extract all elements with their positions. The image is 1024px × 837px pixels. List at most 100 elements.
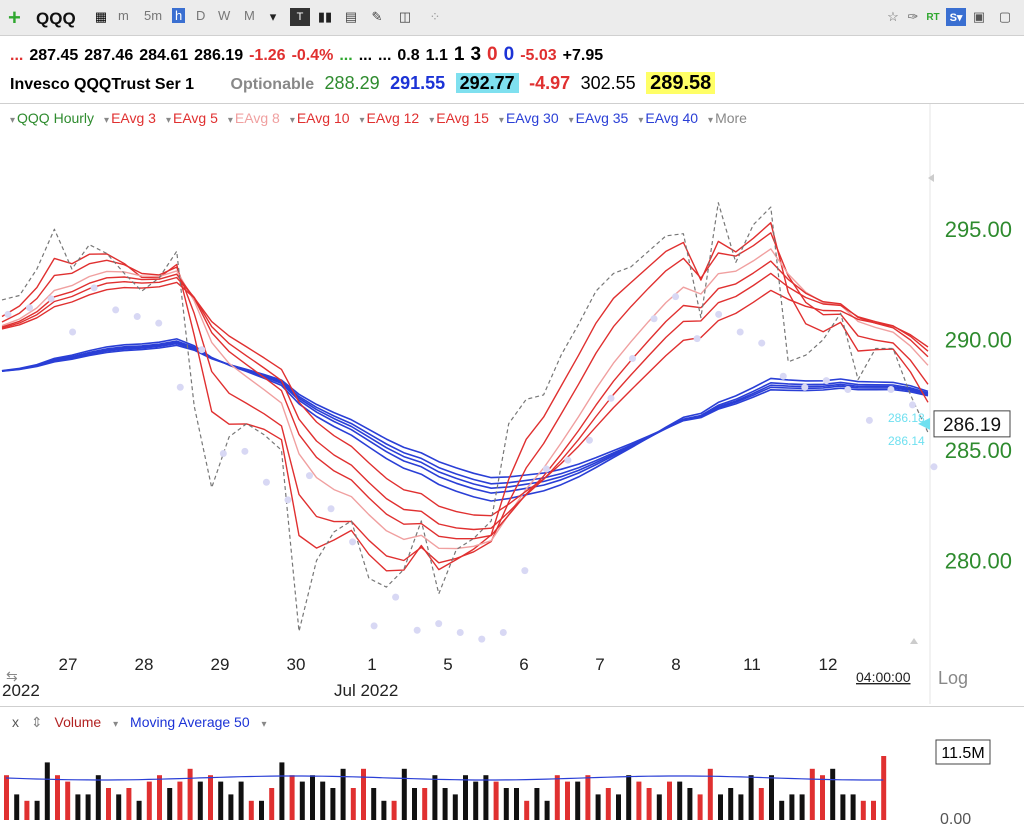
volume-bar (636, 781, 642, 820)
legend-dropdown-icon[interactable]: ▾ (165, 115, 171, 126)
interval-d[interactable]: D (196, 8, 206, 23)
close-pane-icon[interactable]: x (12, 714, 19, 730)
price-dot (693, 335, 701, 343)
ema-line-blue (1, 341, 929, 489)
legend-item-6[interactable]: ▾ EAvg 15 (429, 110, 489, 126)
legend-item-8[interactable]: ▾ EAvg 35 (569, 110, 629, 126)
bar-chart-icon[interactable]: ▮▮ (317, 9, 333, 24)
interval-h[interactable]: h (172, 8, 186, 23)
volume-bar (626, 775, 632, 820)
price-chart[interactable]: 295.00 290.00 285.00 280.00 27 28 29 30 1 5 6 7 8 11 1… (0, 104, 1024, 704)
legend-item-5[interactable]: ▾ EAvg 12 (360, 110, 420, 126)
legend-item-7[interactable]: ▾ EAvg 30 (499, 110, 559, 126)
price-dot (176, 383, 184, 391)
legend-item-1[interactable]: ▾ EAvg 3 (104, 110, 156, 126)
volume-bar (493, 781, 499, 820)
volume-bar (840, 794, 846, 820)
move-pane-icon[interactable]: ⇕ (30, 714, 43, 730)
volume-bar (14, 794, 20, 820)
volume-bar (738, 794, 744, 820)
volume-bar (616, 794, 621, 820)
volume-bar (197, 781, 203, 820)
time-label[interactable]: 04:00:00 (856, 669, 911, 685)
volume-bar (463, 775, 468, 820)
s-icon[interactable]: S▾ (946, 8, 966, 26)
save-icon[interactable]: ▣ (972, 9, 986, 24)
quote-field-3: 284.61 (139, 47, 189, 64)
legend-dropdown-icon[interactable]: ▾ (638, 115, 644, 126)
legend-dropdown-icon[interactable]: ▾ (498, 115, 504, 126)
legend-item-2[interactable]: ▾ EAvg 5 (166, 110, 218, 126)
x-tick-label: 27 (59, 655, 78, 674)
star-icon[interactable]: ☆ (887, 9, 899, 24)
notes-icon[interactable]: ✑ (907, 9, 919, 24)
price-dot (844, 385, 852, 393)
volume-dropdown-icon[interactable]: ▾ (113, 719, 119, 730)
interval-mo[interactable]: M (244, 8, 255, 23)
realtime-icon[interactable]: RT (926, 11, 940, 23)
legend-item-4[interactable]: ▾ EAvg 10 (290, 110, 350, 126)
quote-field-14: 0 (487, 44, 498, 65)
price-dot (392, 593, 400, 601)
price-dot (26, 304, 34, 312)
volume-bar (218, 781, 224, 820)
price-dot (736, 328, 744, 336)
quote-field-12: 1 (453, 44, 465, 65)
price-dot (47, 295, 55, 303)
price-dot (155, 319, 163, 327)
price-dot (241, 447, 249, 455)
x-tick-label: 6 (519, 655, 528, 674)
scroll-down-icon[interactable] (910, 638, 918, 644)
volume-bar (473, 781, 479, 820)
mini-price-label: 286.18 (888, 411, 925, 425)
price-dot (542, 465, 550, 473)
legend-dropdown-icon[interactable]: ▾ (10, 115, 16, 126)
eraser-icon[interactable]: ◫ (398, 9, 412, 24)
x-tick-label: 1 (367, 655, 376, 674)
log-scale-toggle[interactable]: Log (938, 668, 968, 688)
legend-item-10[interactable]: ▾ More (708, 110, 747, 126)
volume-bar (146, 781, 152, 820)
volume-label[interactable]: Volume (54, 714, 102, 730)
legend-item-3[interactable]: ▾ EAvg 8 (228, 110, 280, 126)
legend-item-0[interactable]: ▾ QQQ Hourly (10, 110, 94, 126)
legend-dropdown-icon[interactable]: ▾ (359, 115, 365, 126)
volume-bar (126, 788, 132, 820)
volume-chart[interactable]: 11.5M 0.00 (0, 706, 1024, 837)
quote-field-17: +7.95 (562, 47, 604, 64)
legend-dropdown-icon[interactable]: ▾ (227, 115, 233, 126)
legend-dropdown-icon[interactable]: ▾ (289, 115, 295, 126)
interval-w[interactable]: W (218, 8, 231, 23)
legend-dropdown-icon[interactable]: ▾ (708, 115, 714, 126)
price-dot (499, 628, 507, 636)
legend-item-9[interactable]: ▾ EAvg 40 (638, 110, 698, 126)
legend-dropdown-icon[interactable]: ▾ (429, 115, 435, 126)
legend-dropdown-icon[interactable]: ▾ (104, 115, 110, 126)
ema-line-blue (1, 344, 929, 479)
interval-dropdown-icon[interactable]: ▾ (269, 9, 277, 24)
price-dot (585, 436, 593, 444)
add-symbol-icon[interactable]: + (8, 5, 21, 30)
interval-5m[interactable]: 5m (144, 8, 163, 23)
symbol-label[interactable]: QQQ (36, 9, 76, 28)
quote-value-3: 292.77 (455, 73, 519, 93)
month-label: 2022 (2, 681, 40, 700)
text-tool-icon[interactable]: T (290, 8, 310, 26)
volume-bar (238, 781, 244, 820)
separator-top (0, 103, 1024, 104)
legend-dropdown-icon[interactable]: ▾ (568, 115, 574, 126)
ma-dropdown-icon[interactable]: ▾ (261, 719, 267, 730)
x-tick-label: 28 (135, 655, 154, 674)
window-icon[interactable]: ▢ (998, 9, 1012, 24)
scroll-up-icon[interactable] (928, 174, 934, 182)
month-label: Jul 2022 (334, 681, 398, 700)
calculator-icon[interactable]: ▤ (344, 9, 358, 24)
moving-average-label[interactable]: Moving Average 50 (130, 714, 250, 730)
pan-arrows-icon[interactable]: ⇆ (6, 668, 18, 684)
interval-m[interactable]: m (118, 8, 129, 23)
dots-icon[interactable]: ⁘ (429, 9, 441, 24)
grid-icon[interactable]: ▦ (94, 9, 108, 24)
legend-label: EAvg 5 (173, 110, 218, 126)
mini-price-label: 286.14 (888, 434, 925, 448)
pencil-icon[interactable]: ✎ (371, 9, 383, 24)
